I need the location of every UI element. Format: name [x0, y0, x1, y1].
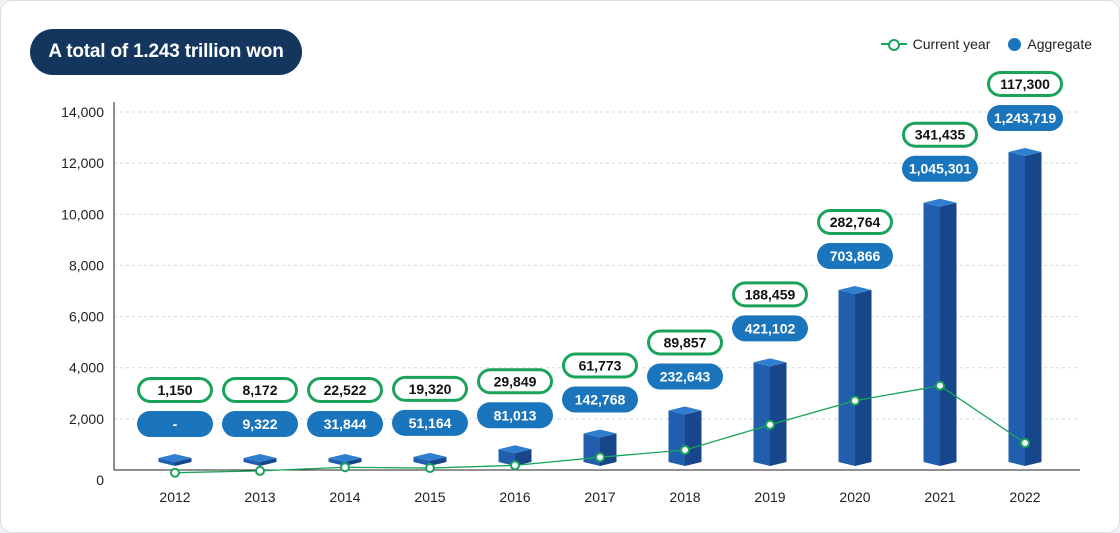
bar — [413, 452, 447, 466]
bar — [838, 286, 872, 466]
svg-text:421,102: 421,102 — [745, 320, 796, 336]
svg-text:29,849: 29,849 — [494, 373, 537, 389]
x-tick-label: 2021 — [924, 489, 955, 505]
aggregate-label: 1,045,301 — [902, 155, 978, 182]
bar — [753, 358, 787, 466]
bar — [1008, 147, 1042, 466]
aggregate-label: 703,866 — [817, 243, 893, 270]
aggregate-label: 1,243,719 — [987, 104, 1063, 131]
aggregate-label: 51,164 — [392, 409, 468, 436]
current-year-label: 282,764 — [817, 209, 893, 236]
svg-text:1,045,301: 1,045,301 — [909, 161, 971, 177]
current-year-label: 89,857 — [647, 329, 723, 356]
current-year-point — [170, 467, 180, 478]
svg-text:117,300: 117,300 — [1000, 76, 1050, 92]
aggregate-label: - — [137, 411, 213, 437]
legend-line-marker-icon — [880, 38, 907, 51]
svg-text:-: - — [173, 416, 178, 432]
aggregate-label: 31,844 — [307, 411, 383, 437]
current-year-label: 19,320 — [392, 375, 468, 402]
legend-item-current-year: Current year — [880, 36, 991, 52]
aggregate-label: 232,643 — [647, 363, 723, 390]
current-year-point — [1020, 438, 1030, 449]
current-year-point — [935, 380, 945, 391]
y-tick-label: 6,000 — [69, 309, 104, 325]
x-tick-label: 2012 — [159, 489, 190, 505]
current-year-label: 61,773 — [562, 352, 638, 379]
svg-text:8,172: 8,172 — [242, 382, 277, 398]
legend-label-aggregate: Aggregate — [1027, 36, 1092, 52]
bar — [158, 454, 192, 466]
current-year-point — [765, 419, 775, 430]
chart-title: A total of 1.243 trillion won — [30, 29, 302, 75]
current-year-point — [340, 462, 350, 473]
y-tick-label: 12,000 — [61, 155, 104, 171]
svg-text:188,459: 188,459 — [745, 286, 796, 302]
x-tick-label: 2016 — [499, 489, 530, 505]
current-year-point — [255, 465, 265, 476]
bar — [923, 198, 957, 466]
x-tick-label: 2020 — [839, 489, 870, 505]
y-tick-label: 8,000 — [69, 257, 104, 273]
aggregate-label: 9,322 — [222, 411, 298, 437]
svg-text:1,243,719: 1,243,719 — [994, 110, 1056, 126]
current-year-point — [425, 463, 435, 474]
y-tick-label: 14,000 — [61, 104, 104, 120]
legend-label-current-year: Current year — [912, 36, 991, 52]
x-tick-label: 2015 — [414, 489, 445, 505]
x-tick-label: 2018 — [669, 489, 700, 505]
svg-text:81,013: 81,013 — [494, 407, 537, 423]
bar — [243, 454, 277, 466]
legend: Current year Aggregate — [880, 36, 1092, 52]
svg-text:89,857: 89,857 — [664, 335, 707, 351]
svg-text:703,866: 703,866 — [830, 248, 881, 264]
y-tick-label: 4,000 — [69, 360, 104, 376]
svg-text:232,643: 232,643 — [660, 369, 711, 385]
x-tick-label: 2022 — [1009, 489, 1040, 505]
x-tick-label: 2017 — [584, 489, 615, 505]
legend-dot-icon — [1008, 37, 1022, 51]
current-year-label: 22,522 — [307, 377, 383, 403]
aggregate-label: 421,102 — [732, 315, 808, 342]
aggregate-label: 81,013 — [477, 402, 553, 429]
legend-item-aggregate: Aggregate — [1008, 36, 1092, 52]
bar — [328, 454, 362, 466]
svg-text:22,522: 22,522 — [324, 382, 367, 398]
svg-text:1,150: 1,150 — [157, 382, 192, 398]
svg-text:142,768: 142,768 — [575, 391, 626, 407]
y-tick-label: 10,000 — [61, 206, 104, 222]
x-tick-label: 2013 — [244, 489, 275, 505]
svg-text:9,322: 9,322 — [242, 416, 277, 432]
bar — [668, 406, 702, 466]
svg-text:31,844: 31,844 — [324, 416, 367, 432]
current-year-label: 188,459 — [732, 281, 808, 308]
current-year-label: 29,849 — [477, 368, 553, 395]
y-tick-label: 0 — [96, 472, 104, 488]
current-year-point — [595, 452, 605, 463]
svg-text:51,164: 51,164 — [409, 415, 452, 431]
x-tick-label: 2014 — [329, 489, 360, 505]
current-year-label: 1,150 — [137, 377, 213, 403]
current-year-label: 117,300 — [987, 70, 1063, 97]
current-year-point — [510, 460, 520, 471]
current-year-label: 8,172 — [222, 377, 298, 403]
current-year-point — [680, 445, 690, 456]
aggregate-label: 142,768 — [562, 386, 638, 413]
y-tick-label: 2,000 — [69, 411, 104, 427]
current-year-label: 341,435 — [902, 121, 978, 148]
current-year-point — [850, 395, 860, 406]
svg-text:19,320: 19,320 — [409, 381, 452, 397]
x-tick-label: 2019 — [754, 489, 785, 505]
bar — [498, 445, 532, 466]
svg-text:341,435: 341,435 — [915, 127, 966, 143]
svg-text:61,773: 61,773 — [579, 357, 622, 373]
svg-text:282,764: 282,764 — [830, 214, 881, 230]
